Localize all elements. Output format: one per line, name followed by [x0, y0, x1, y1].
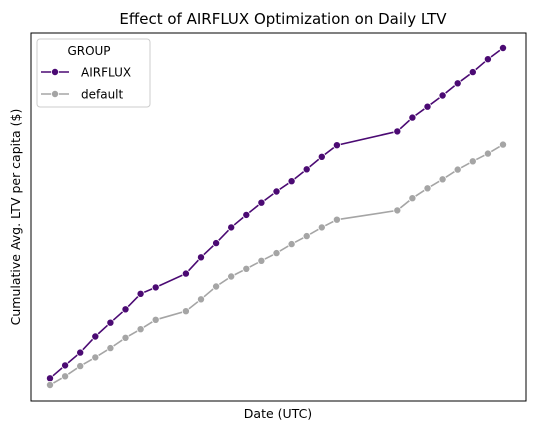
legend-label-default: default	[81, 88, 124, 102]
data-point-airflux	[91, 332, 100, 341]
data-point-default	[423, 184, 432, 193]
data-point-airflux	[498, 44, 507, 53]
data-point-airflux	[227, 223, 236, 232]
data-point-default	[181, 307, 190, 316]
data-point-airflux	[257, 198, 266, 207]
data-point-default	[498, 140, 507, 149]
data-point-airflux	[106, 318, 115, 327]
data-point-default	[317, 223, 326, 232]
legend-label-airflux: AIRFLUX	[81, 66, 131, 80]
data-point-default	[468, 157, 477, 166]
data-point-default	[257, 256, 266, 265]
data-point-airflux	[317, 152, 326, 161]
data-point-default	[76, 362, 85, 371]
data-point-default	[287, 240, 296, 249]
data-point-default	[136, 325, 145, 334]
data-point-airflux	[408, 113, 417, 122]
data-point-airflux	[393, 127, 402, 136]
data-point-default	[227, 272, 236, 281]
data-point-airflux	[468, 68, 477, 77]
data-point-default	[196, 295, 205, 304]
data-point-airflux	[272, 187, 281, 196]
data-point-airflux	[302, 165, 311, 174]
data-point-default	[46, 380, 55, 389]
x-axis-label: Date (UTC)	[244, 406, 312, 421]
data-point-airflux	[76, 348, 85, 357]
data-point-airflux	[121, 305, 130, 314]
legend-title: GROUP	[67, 44, 110, 58]
legend-box	[36, 38, 151, 108]
data-point-airflux	[212, 239, 221, 248]
chart-title: Effect of AIRFLUX Optimization on Daily …	[119, 10, 447, 28]
legend-entry-airflux: AIRFLUX	[41, 66, 131, 80]
data-point-default	[332, 215, 341, 224]
data-point-airflux	[151, 283, 160, 292]
series-layer	[46, 44, 507, 389]
data-point-default	[91, 353, 100, 362]
data-point-default	[151, 315, 160, 324]
legend: GROUP AIRFLUX default	[36, 38, 151, 108]
data-point-default	[393, 206, 402, 215]
data-point-default	[453, 165, 462, 174]
legend-entries: AIRFLUX default	[41, 66, 131, 102]
data-point-airflux	[332, 141, 341, 150]
data-point-airflux	[46, 374, 55, 383]
data-point-default	[106, 344, 115, 353]
data-point-airflux	[438, 91, 447, 100]
data-point-default	[272, 249, 281, 258]
data-point-airflux	[181, 269, 190, 278]
data-point-default	[212, 282, 221, 291]
data-point-airflux	[61, 361, 70, 370]
data-point-default	[121, 333, 130, 342]
series-line-default	[49, 143, 504, 386]
data-point-default	[438, 175, 447, 184]
data-point-airflux	[242, 210, 251, 219]
series-airflux	[46, 44, 507, 383]
data-point-default	[302, 232, 311, 241]
data-point-airflux	[483, 55, 492, 64]
data-point-airflux	[136, 289, 145, 298]
plot-area-frame	[30, 32, 527, 402]
y-axis-label: Cumulative Avg. LTV per capita ($)	[8, 109, 23, 326]
legend-entry-default: default	[41, 88, 124, 102]
data-point-default	[242, 264, 251, 273]
data-point-default	[483, 149, 492, 158]
legend-marker-airflux	[51, 68, 60, 77]
data-point-airflux	[196, 253, 205, 262]
data-point-airflux	[453, 79, 462, 88]
legend-marker-default	[51, 90, 60, 99]
data-point-default	[61, 372, 70, 381]
data-point-airflux	[423, 102, 432, 111]
series-default	[46, 140, 507, 389]
data-point-default	[408, 194, 417, 203]
data-point-airflux	[287, 177, 296, 186]
